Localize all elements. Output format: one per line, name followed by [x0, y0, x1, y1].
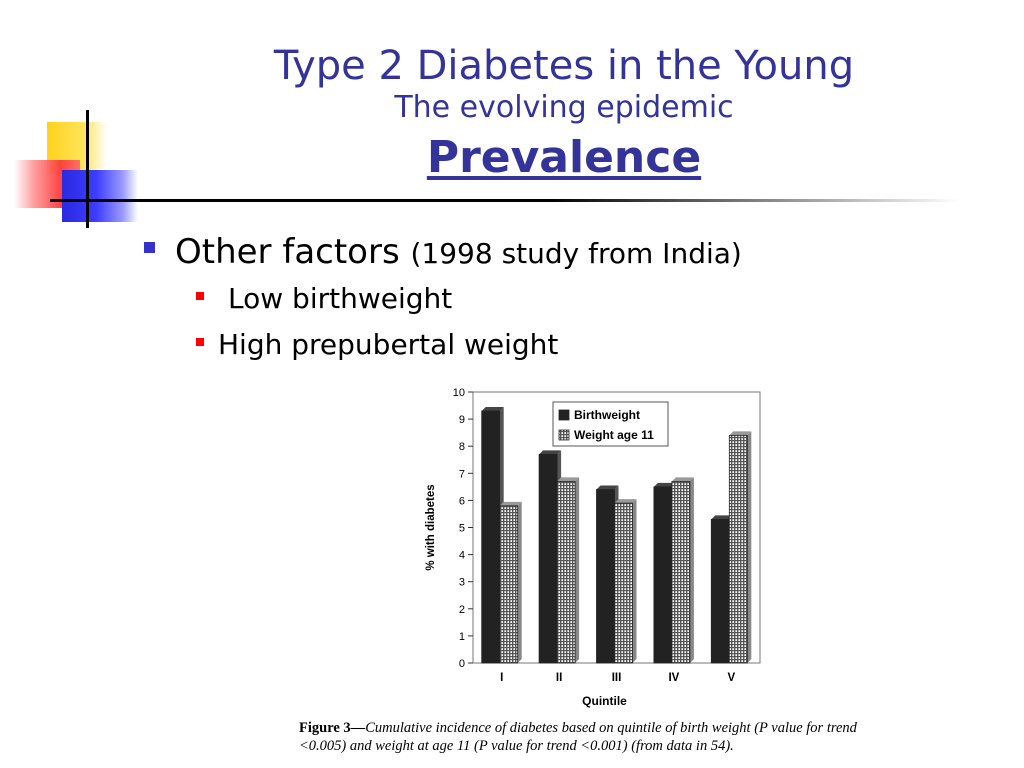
bar-birthweight-I [481, 410, 501, 664]
bar-top [711, 515, 734, 520]
y-tick-label: 0 [459, 658, 465, 670]
bullet-other-factors: Other factors (1998 study from India) [144, 232, 742, 272]
bullet-high-prepubertal-weight: High prepubertal weight [196, 328, 558, 361]
bullet-marker [196, 292, 204, 300]
slide-title-block: Type 2 Diabetes in the Young The evolvin… [200, 44, 928, 184]
bullet-text: High prepubertal weight [218, 328, 559, 361]
y-tick-label: 8 [459, 441, 465, 453]
bullet-note: (1998 study from India) [410, 237, 742, 270]
bar-weight-age-11-IV [671, 481, 691, 664]
bar-weight-age-11-III [614, 502, 633, 664]
y-tick-label: 2 [459, 604, 465, 616]
y-axis-label: % with diabetes [425, 484, 437, 570]
bar-top [653, 482, 676, 487]
x-tick-label: II [556, 672, 562, 684]
bar-side [575, 477, 580, 663]
bar-top [539, 450, 562, 455]
y-tick-label: 4 [459, 550, 465, 562]
bar-top [729, 431, 752, 436]
x-tick-label: V [727, 672, 735, 684]
bar-side [517, 501, 522, 663]
decor-horizontal-rule [50, 199, 960, 202]
bar-top [671, 477, 694, 482]
figure-label: Figure 3— [299, 720, 366, 736]
bar-top [499, 501, 522, 506]
bar-top [557, 477, 580, 482]
x-tick-label: IV [668, 672, 679, 684]
bar-birthweight-II [538, 453, 558, 664]
bar-birthweight-V [710, 518, 730, 664]
y-tick-label: 5 [459, 523, 465, 535]
bar-birthweight-III [596, 489, 615, 664]
slide-section-title: Prevalence [426, 132, 702, 183]
x-tick-label: III [612, 672, 622, 684]
x-axis-label: Quintile [582, 694, 627, 708]
legend-label-0: Birthweight [574, 408, 640, 422]
y-tick-label: 3 [459, 577, 465, 589]
x-tick-label: I [500, 672, 503, 684]
y-tick-label: 10 [453, 387, 465, 399]
decor-vertical-line [86, 110, 89, 228]
slide-title: Type 2 Diabetes in the Young [273, 43, 855, 89]
y-tick-label: 6 [459, 495, 465, 507]
figure-caption: Figure 3—Cumulative incidence of diabete… [299, 719, 899, 755]
legend-swatch-1 [558, 429, 570, 441]
figure-caption-text: Cumulative incidence of diabetes based o… [299, 720, 857, 754]
bar-top [614, 499, 637, 504]
slide-subtitle: The evolving epidemic [394, 90, 734, 125]
bar-side [747, 431, 752, 663]
bullet-marker [144, 242, 155, 253]
y-tick-label: 7 [459, 468, 465, 480]
bar-weight-age-11-I [499, 505, 519, 664]
bar-birthweight-IV [653, 486, 673, 664]
y-tick-label: 1 [459, 631, 465, 643]
legend-box [552, 401, 669, 447]
bar-weight-age-11-V [728, 434, 748, 664]
y-tick-label: 9 [459, 414, 465, 426]
bar-side [632, 499, 637, 663]
bullet-low-birthweight: Low birthweight [196, 282, 452, 315]
bar-top [596, 485, 619, 490]
bar-top [481, 406, 504, 411]
bar-side [689, 477, 694, 663]
bullet-marker [196, 338, 204, 346]
bar-weight-age-11-II [556, 481, 576, 664]
bullet-text: Low birthweight [228, 282, 453, 315]
decor-blue-block [62, 170, 138, 222]
legend-label-1: Weight age 11 [574, 428, 654, 442]
legend-swatch-0 [558, 409, 570, 421]
bullet-text: Other factors [175, 232, 400, 272]
